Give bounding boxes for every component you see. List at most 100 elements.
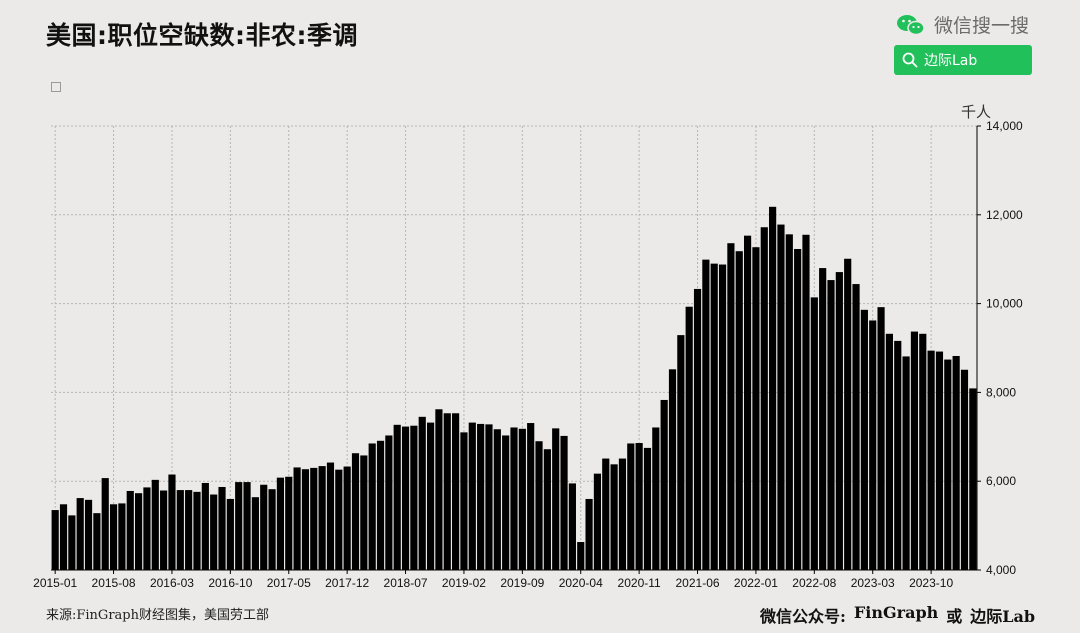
bar <box>643 447 652 570</box>
bar <box>93 513 101 570</box>
bar <box>777 224 785 570</box>
x-tick-label: 2017-12 <box>325 576 369 590</box>
bar <box>318 466 326 570</box>
x-tick-label: 2018-07 <box>384 576 428 590</box>
bar <box>927 350 935 570</box>
bar <box>68 515 76 570</box>
bar <box>610 464 618 570</box>
bar <box>718 264 727 570</box>
bar <box>485 424 493 570</box>
x-tick-label: 2017-05 <box>267 576 311 590</box>
bar <box>685 306 693 570</box>
bar <box>969 388 977 570</box>
legend-marker <box>51 82 61 92</box>
bar <box>376 440 385 570</box>
bar <box>368 443 376 570</box>
bar <box>727 243 735 570</box>
bar <box>518 428 526 570</box>
bar <box>109 504 118 570</box>
bar <box>935 351 944 570</box>
wechat-public-label: 微信公众号: <box>760 607 846 626</box>
wechat-search-brand[interactable]: 微信搜一搜 <box>896 11 1029 38</box>
bar <box>360 455 368 570</box>
x-tick-label: 2020-11 <box>618 576 661 590</box>
bar <box>618 458 627 570</box>
y-tick-label: 4,000 <box>986 563 1016 577</box>
y-axis-unit: 千人 <box>961 103 992 121</box>
x-tick-label: 2019-09 <box>500 576 544 590</box>
bar <box>769 206 777 571</box>
x-tick-label: 2020-04 <box>559 576 603 590</box>
bar <box>168 474 176 570</box>
source-note: 来源:FinGraph财经图集，美国劳工部 <box>46 608 269 623</box>
bar <box>343 466 351 570</box>
bar <box>393 424 401 570</box>
bar <box>418 416 426 570</box>
bar <box>151 479 159 570</box>
bar <box>326 462 335 570</box>
bar <box>894 340 902 570</box>
bar <box>852 284 860 570</box>
account-name-2: 边际Lab <box>970 607 1036 626</box>
bar <box>960 369 969 570</box>
x-tick-label: 2015-01 <box>33 576 77 590</box>
bar <box>869 320 877 570</box>
bar <box>819 268 827 570</box>
bar <box>276 477 285 570</box>
account-name-1: FinGraph <box>853 603 939 622</box>
bar <box>602 458 610 570</box>
bar <box>552 428 560 570</box>
bar <box>660 399 668 570</box>
bar <box>118 503 126 570</box>
bar <box>193 491 201 570</box>
bar <box>810 297 818 570</box>
y-tick-label: 10,000 <box>986 297 1023 311</box>
bar <box>535 441 543 570</box>
bar <box>568 483 576 570</box>
bar <box>460 432 468 570</box>
bar <box>218 486 226 570</box>
bar <box>101 478 109 570</box>
wechat-public-note: 微信公众号: FinGraph 或 边际Lab <box>760 603 1035 627</box>
bar <box>693 288 702 570</box>
bar <box>677 335 685 570</box>
bar <box>76 498 84 570</box>
bar <box>135 493 143 570</box>
bar <box>593 473 602 570</box>
x-tick-label: 2022-01 <box>734 576 778 590</box>
x-tick-label: 2022-08 <box>792 576 836 590</box>
bar <box>452 413 460 570</box>
bar <box>285 476 293 570</box>
y-tick-label: 12,000 <box>986 208 1023 222</box>
bar <box>426 422 435 570</box>
x-tick-label: 2019-02 <box>442 576 486 590</box>
bar <box>652 427 660 570</box>
bar <box>477 423 485 570</box>
y-tick-label: 14,000 <box>986 119 1023 133</box>
y-tick-label: 8,000 <box>986 385 1016 399</box>
bar <box>235 482 243 570</box>
bar <box>502 435 510 570</box>
bar <box>443 413 451 570</box>
wechat-search-label: 微信搜一搜 <box>934 15 1030 37</box>
bar <box>51 510 59 570</box>
bar <box>585 498 593 570</box>
bar <box>293 467 301 570</box>
bar <box>794 248 802 570</box>
bar <box>243 482 251 570</box>
bar <box>126 490 134 570</box>
search-button[interactable]: 边际Lab <box>894 45 1032 75</box>
bar <box>543 449 551 570</box>
bar <box>627 443 635 570</box>
bar <box>577 542 585 570</box>
x-tick-label: 2023-03 <box>851 576 895 590</box>
bar <box>844 258 852 570</box>
bar <box>802 234 810 570</box>
bar <box>752 247 760 570</box>
or-text: 或 <box>946 607 963 626</box>
bar <box>860 309 868 570</box>
bar <box>735 251 743 570</box>
search-icon <box>902 52 918 68</box>
bar <box>351 453 360 570</box>
bar <box>143 487 151 570</box>
